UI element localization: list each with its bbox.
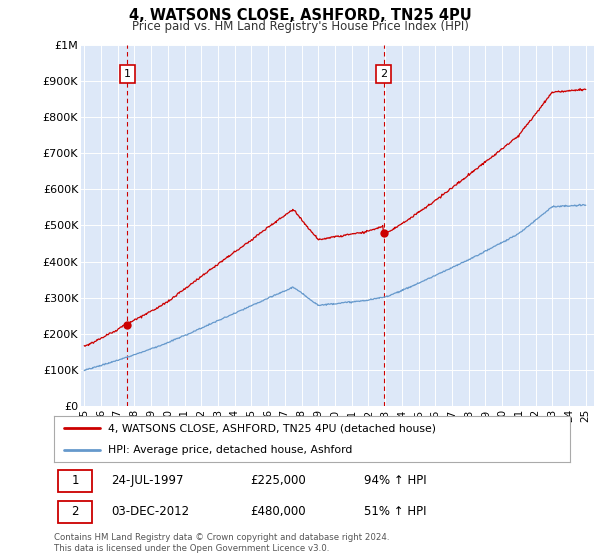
FancyBboxPatch shape — [58, 501, 92, 523]
Text: 51% ↑ HPI: 51% ↑ HPI — [364, 505, 426, 519]
Text: 24-JUL-1997: 24-JUL-1997 — [111, 474, 183, 487]
Text: 1: 1 — [124, 69, 131, 79]
Text: £480,000: £480,000 — [250, 505, 306, 519]
Text: HPI: Average price, detached house, Ashford: HPI: Average price, detached house, Ashf… — [108, 445, 353, 455]
Text: 2: 2 — [380, 69, 388, 79]
Text: 94% ↑ HPI: 94% ↑ HPI — [364, 474, 426, 487]
Text: 4, WATSONS CLOSE, ASHFORD, TN25 4PU: 4, WATSONS CLOSE, ASHFORD, TN25 4PU — [128, 8, 472, 24]
Text: 4, WATSONS CLOSE, ASHFORD, TN25 4PU (detached house): 4, WATSONS CLOSE, ASHFORD, TN25 4PU (det… — [108, 423, 436, 433]
Text: 1: 1 — [71, 474, 79, 487]
Text: £225,000: £225,000 — [250, 474, 306, 487]
FancyBboxPatch shape — [58, 470, 92, 492]
Text: Price paid vs. HM Land Registry's House Price Index (HPI): Price paid vs. HM Land Registry's House … — [131, 20, 469, 32]
Text: Contains HM Land Registry data © Crown copyright and database right 2024.
This d: Contains HM Land Registry data © Crown c… — [54, 533, 389, 553]
Text: 2: 2 — [71, 505, 79, 519]
Text: 03-DEC-2012: 03-DEC-2012 — [111, 505, 189, 519]
